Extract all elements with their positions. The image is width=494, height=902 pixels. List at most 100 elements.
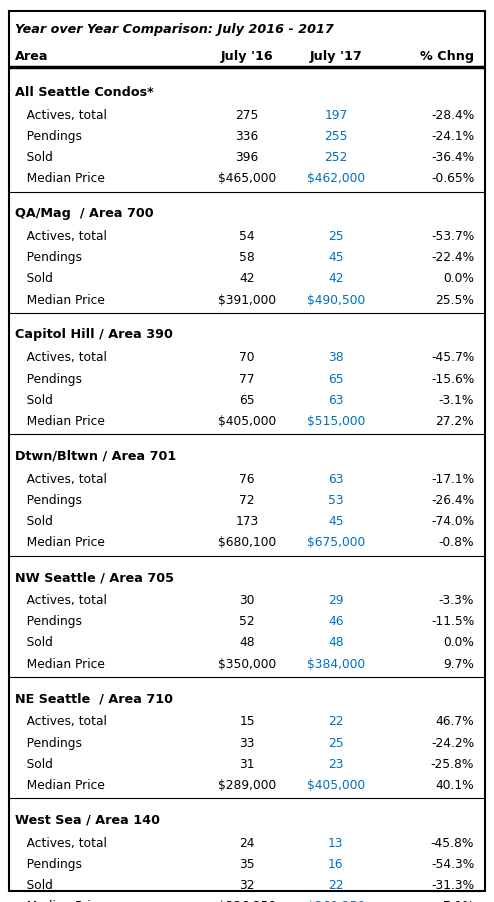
Text: $465,000: $465,000: [218, 172, 276, 185]
Text: All Seattle Condos*: All Seattle Condos*: [15, 86, 154, 98]
Text: 25: 25: [328, 230, 344, 243]
Text: Actives, total: Actives, total: [15, 837, 107, 850]
Text: Median Price: Median Price: [15, 900, 105, 902]
Text: QA/Mag  / Area 700: QA/Mag / Area 700: [15, 207, 154, 220]
Text: $515,000: $515,000: [307, 415, 365, 428]
Text: 24: 24: [239, 837, 255, 850]
Text: -45.8%: -45.8%: [431, 837, 474, 850]
Text: -25.8%: -25.8%: [431, 758, 474, 770]
Text: 336: 336: [235, 130, 259, 143]
Text: July '16: July '16: [221, 51, 273, 63]
Text: 173: 173: [235, 515, 259, 528]
Text: Actives, total: Actives, total: [15, 473, 107, 485]
Text: -15.6%: -15.6%: [431, 373, 474, 385]
Text: Median Price: Median Price: [15, 415, 105, 428]
Text: Median Price: Median Price: [15, 658, 105, 670]
Text: Actives, total: Actives, total: [15, 352, 107, 364]
Text: 40.1%: 40.1%: [436, 779, 474, 792]
Text: Median Price: Median Price: [15, 294, 105, 307]
Text: 252: 252: [324, 152, 348, 164]
Text: $675,000: $675,000: [307, 537, 365, 549]
Text: 52: 52: [239, 615, 255, 628]
Text: July '17: July '17: [310, 51, 362, 63]
Text: Actives, total: Actives, total: [15, 715, 107, 728]
Text: Year over Year Comparison: July 2016 - 2017: Year over Year Comparison: July 2016 - 2…: [15, 23, 333, 35]
Text: Sold: Sold: [15, 152, 53, 164]
Text: 42: 42: [239, 272, 255, 285]
Text: Sold: Sold: [15, 515, 53, 528]
Text: 45: 45: [328, 515, 344, 528]
Text: -45.7%: -45.7%: [431, 352, 474, 364]
Text: 76: 76: [239, 473, 255, 485]
Text: Sold: Sold: [15, 758, 53, 770]
Text: $360,250: $360,250: [307, 900, 365, 902]
Text: $680,100: $680,100: [218, 537, 276, 549]
Text: -3.1%: -3.1%: [439, 394, 474, 407]
Text: -24.1%: -24.1%: [431, 130, 474, 143]
Text: 275: 275: [235, 109, 259, 122]
Text: 30: 30: [239, 594, 255, 607]
Text: -17.1%: -17.1%: [431, 473, 474, 485]
Text: 27.2%: 27.2%: [436, 415, 474, 428]
Text: Pendings: Pendings: [15, 737, 82, 750]
Text: 46.7%: 46.7%: [436, 715, 474, 728]
Text: $350,000: $350,000: [218, 658, 276, 670]
Text: 7.1%: 7.1%: [443, 900, 474, 902]
Text: 22: 22: [328, 879, 344, 892]
Text: Median Price: Median Price: [15, 779, 105, 792]
Text: 63: 63: [328, 473, 344, 485]
Text: -54.3%: -54.3%: [431, 858, 474, 870]
Text: NE Seattle  / Area 710: NE Seattle / Area 710: [15, 693, 173, 705]
Text: 42: 42: [328, 272, 344, 285]
Text: $490,500: $490,500: [307, 294, 365, 307]
Text: Actives, total: Actives, total: [15, 230, 107, 243]
Text: -22.4%: -22.4%: [431, 252, 474, 264]
Text: 38: 38: [328, 352, 344, 364]
Text: Pendings: Pendings: [15, 494, 82, 507]
Text: -36.4%: -36.4%: [431, 152, 474, 164]
Text: $391,000: $391,000: [218, 294, 276, 307]
Text: $405,000: $405,000: [218, 415, 276, 428]
Text: Actives, total: Actives, total: [15, 594, 107, 607]
Text: Sold: Sold: [15, 394, 53, 407]
Text: Pendings: Pendings: [15, 130, 82, 143]
Text: -3.3%: -3.3%: [439, 594, 474, 607]
Text: 45: 45: [328, 252, 344, 264]
Text: Sold: Sold: [15, 637, 53, 649]
Text: Pendings: Pendings: [15, 373, 82, 385]
Text: Median Price: Median Price: [15, 172, 105, 185]
Text: 53: 53: [328, 494, 344, 507]
Text: 70: 70: [239, 352, 255, 364]
Text: 13: 13: [328, 837, 344, 850]
Text: Sold: Sold: [15, 879, 53, 892]
Text: 72: 72: [239, 494, 255, 507]
Text: 65: 65: [328, 373, 344, 385]
Text: 65: 65: [239, 394, 255, 407]
Text: Pendings: Pendings: [15, 252, 82, 264]
Text: 54: 54: [239, 230, 255, 243]
Text: 46: 46: [328, 615, 344, 628]
Text: 396: 396: [235, 152, 259, 164]
Text: 0.0%: 0.0%: [443, 272, 474, 285]
Text: -11.5%: -11.5%: [431, 615, 474, 628]
Text: 63: 63: [328, 394, 344, 407]
Text: 48: 48: [239, 637, 255, 649]
Text: 197: 197: [324, 109, 348, 122]
Text: Pendings: Pendings: [15, 858, 82, 870]
Text: 48: 48: [328, 637, 344, 649]
Text: 15: 15: [239, 715, 255, 728]
Text: -26.4%: -26.4%: [431, 494, 474, 507]
Text: -0.65%: -0.65%: [431, 172, 474, 185]
Text: -0.8%: -0.8%: [439, 537, 474, 549]
Text: $384,000: $384,000: [307, 658, 365, 670]
Text: 25: 25: [328, 737, 344, 750]
Text: 23: 23: [328, 758, 344, 770]
Text: 9.7%: 9.7%: [443, 658, 474, 670]
Text: Pendings: Pendings: [15, 615, 82, 628]
Text: 16: 16: [328, 858, 344, 870]
Text: 25.5%: 25.5%: [435, 294, 474, 307]
Text: 0.0%: 0.0%: [443, 637, 474, 649]
Text: Dtwn/Bltwn / Area 701: Dtwn/Bltwn / Area 701: [15, 450, 176, 463]
Text: -28.4%: -28.4%: [431, 109, 474, 122]
Text: $462,000: $462,000: [307, 172, 365, 185]
